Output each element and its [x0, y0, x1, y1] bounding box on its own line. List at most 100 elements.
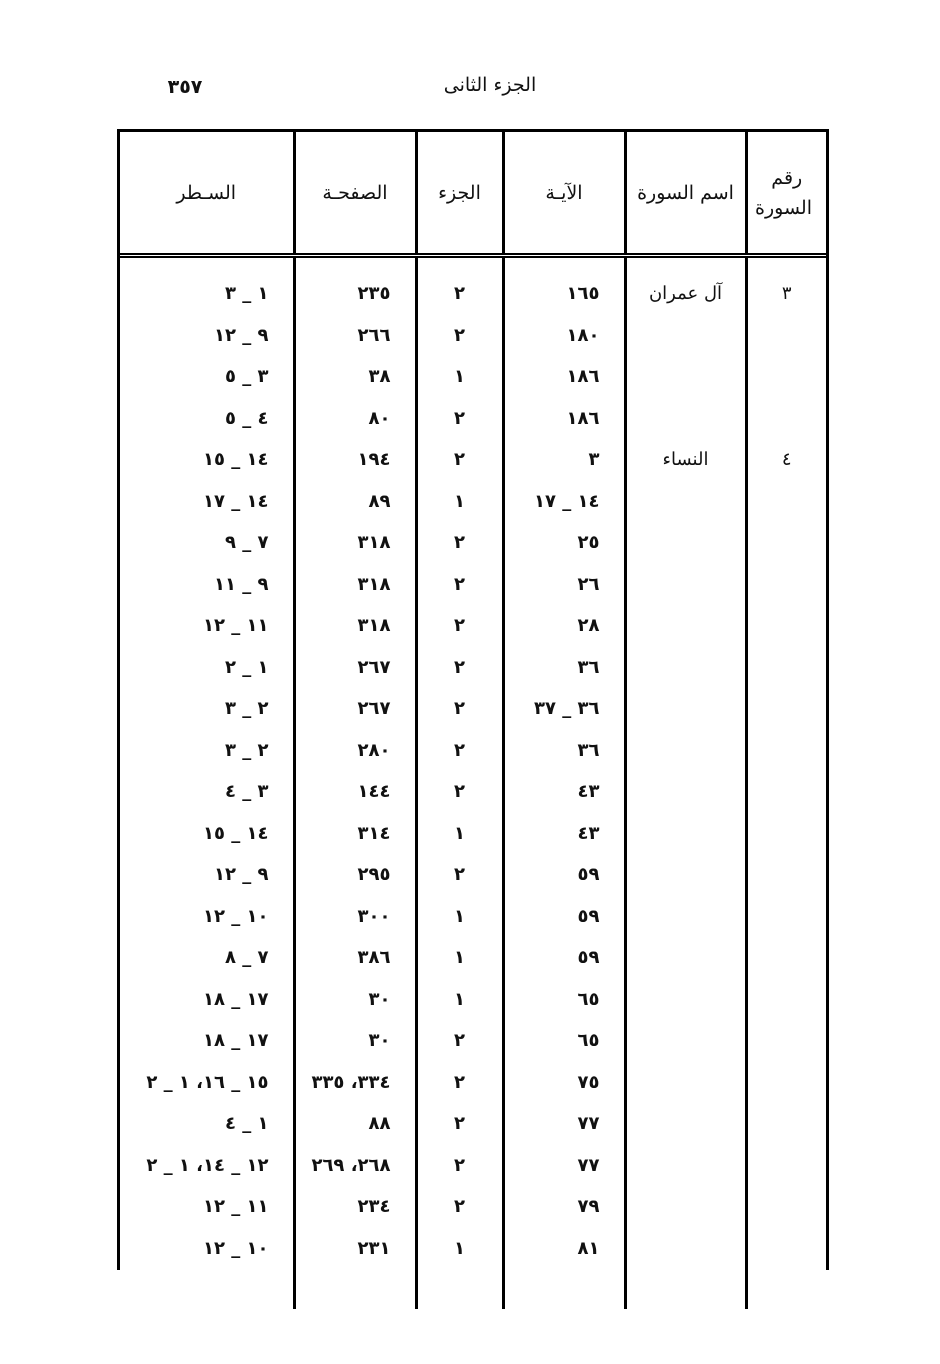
surah-name-cell [625, 1020, 748, 1062]
surah-name-cell [625, 1227, 748, 1269]
header-page: الصفحـة [294, 132, 418, 258]
page-cell: ١٩٤ [294, 439, 418, 481]
page-cell: ٢٣٥ [294, 273, 418, 315]
filler-row [120, 1269, 826, 1309]
table-row: ١٨٦ ٢ ٨٠ ٤ _ ٥ [120, 397, 826, 439]
ayah-cell: ٥٩ [503, 895, 627, 937]
surah-number-cell [746, 522, 826, 564]
surah-number-cell [746, 605, 826, 647]
line-cell: ١٥ _ ١٦، ١ _ ٢ [120, 1061, 296, 1103]
line-cell: ١٧ _ ١٨ [120, 1020, 296, 1062]
juz-cell: ١ [416, 356, 505, 398]
juz-cell: ٢ [416, 605, 505, 647]
line-cell: ٩ _ ١٢ [120, 854, 296, 896]
surah-number-cell [746, 315, 826, 357]
table-row: ٢٨ ٢ ٣١٨ ١١ _ ١٢ [120, 605, 826, 647]
juz-cell: ٢ [416, 771, 505, 813]
line-cell: ١ _ ٣ [120, 273, 296, 315]
surah-number-cell [746, 813, 826, 855]
surah-number-cell [746, 896, 826, 938]
juz-cell: ٢ [416, 439, 505, 481]
table-row: ٣٦ ٢ ٢٨٠ ٢ _ ٣ [120, 729, 826, 772]
surah-name-cell [625, 854, 748, 896]
ayah-cell: ٨١ [503, 1227, 627, 1269]
line-cell: ٢ _ ٣ [120, 729, 296, 771]
page-cell: ١٤٤ [294, 771, 418, 813]
surah-name-cell [625, 688, 748, 730]
juz-cell: ٢ [416, 522, 505, 564]
surah-name-cell [625, 1061, 748, 1103]
table-row: ٤٣ ١ ٣١٤ ١٤ _ ١٥ [120, 812, 826, 855]
ayah-cell: ٦٥ [503, 978, 627, 1020]
juz-cell: ٢ [416, 646, 505, 688]
page-cell: ٢٨٠ [294, 729, 418, 771]
page-cell: ٨٩ [294, 480, 418, 522]
spacer-row [120, 255, 826, 273]
juz-cell: ٢ [416, 397, 505, 439]
surah-number-cell: ٣ [781, 283, 792, 305]
ayah-cell: ٤٣ [503, 812, 627, 854]
surah-name-cell [625, 563, 748, 605]
juz-cell: ٢ [416, 1061, 505, 1103]
page-header: الجزء الثانى ٣٥٧ [0, 74, 940, 108]
ayah-cell: ٧٥ [503, 1061, 627, 1103]
surah-name-cell [625, 978, 748, 1020]
header-row: رقم السورة اسم السورة الآيـة الجزء الصفح… [120, 132, 826, 258]
line-cell: ١ _ ٢ [120, 646, 296, 688]
ayah-cell: ١٨٦ [503, 356, 627, 398]
ayah-cell: ٤٣ [503, 771, 627, 813]
surah-name-cell [625, 729, 748, 771]
table-row: ٥٩ ٢ ٢٩٥ ٩ _ ١٢ [120, 854, 826, 896]
page-cell: ٣١٨ [294, 605, 418, 647]
juz-cell: ١ [416, 1227, 505, 1269]
header-line: السـطر [120, 132, 296, 258]
surah-number-cell [746, 564, 826, 606]
surah-number-cell [746, 730, 826, 772]
line-cell: ٣ _ ٥ [120, 356, 296, 398]
ayah-cell: ٦٥ [503, 1020, 627, 1062]
ayah-cell: ٧٧ [503, 1144, 627, 1186]
line-cell: ١٧ _ ١٨ [120, 978, 296, 1020]
header-surah-number: رقم السورة [746, 132, 826, 258]
surah-number-cell [746, 688, 826, 730]
ayah-cell: ٢٥ [503, 522, 627, 564]
page-cell: ٢٦٨، ٢٦٩ [294, 1144, 418, 1186]
ayah-cell: ٣٦ _ ٣٧ [503, 688, 627, 730]
line-cell: ١١ _ ١٢ [120, 605, 296, 647]
line-cell: ٤ _ ٥ [120, 397, 296, 439]
page-cell: ٢٦٧ [294, 646, 418, 688]
page-cell: ٢٩٥ [294, 854, 418, 896]
table-row: ٧٩ ٢ ٢٣٤ ١١ _ ١٢ [120, 1186, 826, 1228]
juz-cell: ١ [416, 812, 505, 854]
header-ayah: الآيـة [503, 132, 627, 258]
juz-cell: ٢ [416, 314, 505, 356]
page-cell: ٣١٤ [294, 812, 418, 854]
surah-name-cell [625, 397, 748, 439]
ayah-cell: ٣٦ [503, 646, 627, 688]
page-cell: ٣٠ [294, 1020, 418, 1062]
juz-cell: ١ [416, 978, 505, 1020]
table-row: ٢٥ ٢ ٣١٨ ٧ _ ٩ [120, 522, 826, 564]
surah-number-cell [746, 937, 826, 979]
page-cell: ٣٠ [294, 978, 418, 1020]
surah-number-cell [746, 1103, 826, 1145]
surah-number-cell: ٤ [781, 449, 792, 471]
ayah-cell: ٧٩ [503, 1186, 627, 1228]
ayah-cell: ٥٩ [503, 937, 627, 979]
table-row: ٥٩ ١ ٣٠٠ ١٠ _ ١٢ [120, 895, 826, 938]
juz-cell: ١ [416, 937, 505, 979]
page-title: الجزء الثانى [443, 74, 537, 96]
table-row: ٣٦ ٢ ٢٦٧ ١ _ ٢ [120, 646, 826, 688]
ayah-cell: ١٦٥ [503, 273, 627, 315]
juz-cell: ٢ [416, 1144, 505, 1186]
juz-cell: ٢ [416, 854, 505, 896]
surah-name-cell: النساء [625, 439, 748, 481]
surah-number-cell [746, 1020, 826, 1062]
page-cell: ٣٨٦ [294, 937, 418, 979]
surah-name-cell [625, 480, 748, 522]
ayah-cell: ١٨٦ [503, 397, 627, 439]
ayah-cell: ٣٦ [503, 729, 627, 771]
table-row: ٣ آل عمران ١٦٥ ٢ ٢٣٥ ١ _ ٣ [120, 273, 826, 315]
surah-number-cell [746, 481, 826, 523]
table-row: ١٨٦ ١ ٣٨ ٣ _ ٥ [120, 356, 826, 398]
